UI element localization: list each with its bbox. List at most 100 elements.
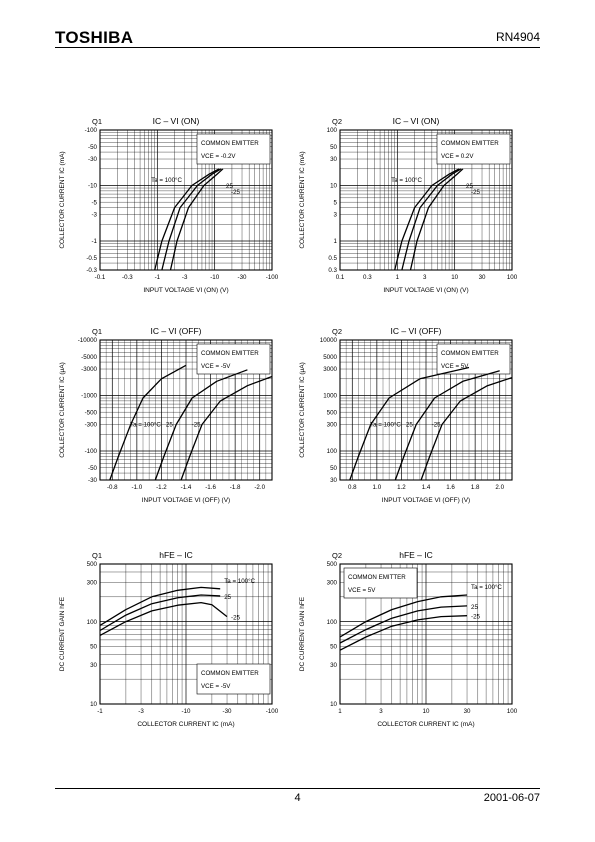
y-tick-label: -5000	[81, 354, 97, 361]
y-tick-label: 5	[334, 199, 338, 206]
chart-q1-hfe-ic: -1 -3 -10 -30 -100 500 300 100 50 30 10 Q1 hFE – IC C…	[59, 550, 279, 728]
footer-date: 2001-06-07	[483, 792, 540, 804]
y-tick-label: -50	[88, 465, 98, 472]
series-line-2	[154, 369, 248, 481]
x-axis-label: INPUT VOLTAGE VI (ON) (V)	[383, 287, 468, 294]
y-tick-label: -3000	[81, 366, 97, 373]
y-tick-label: 50	[330, 144, 337, 151]
y-axis-label: COLLECTOR CURRENT IC (mA)	[299, 151, 306, 248]
curve-label: Ta = 100°C	[130, 422, 161, 429]
curve-label: 25	[166, 422, 173, 429]
y-tick-label: 0.5	[328, 255, 337, 262]
x-tick-label: -1	[97, 708, 103, 715]
y-tick-label: 30	[330, 156, 337, 163]
curve-label: 25	[406, 422, 413, 429]
y-tick-label: 0.3	[328, 267, 337, 274]
x-tick-label: 100	[507, 708, 518, 715]
y-tick-label: -10000	[78, 337, 98, 344]
condition-box	[196, 663, 271, 695]
curve-label: -25	[471, 189, 481, 196]
page-number: 4	[294, 792, 301, 804]
x-tick-label: -100	[266, 708, 279, 715]
condition-text: COMMON EMITTER	[201, 670, 259, 677]
condition-box	[436, 343, 511, 375]
x-tick-label: 1.4	[422, 484, 431, 491]
condition-text: COMMON EMITTER	[201, 140, 259, 147]
x-tick-label: 30	[479, 274, 486, 281]
x-tick-label: -1.6	[205, 484, 216, 491]
y-tick-label: -500	[85, 409, 98, 416]
x-axis-label: COLLECTOR CURRENT IC (mA)	[377, 721, 474, 728]
y-tick-label: 500	[327, 409, 338, 416]
curve-label: 25	[224, 594, 231, 601]
y-tick-label: 5000	[323, 354, 337, 361]
x-tick-label: -30	[223, 708, 233, 715]
y-tick-label: -30	[88, 477, 98, 484]
y-tick-label: 100	[327, 619, 338, 626]
panel-label: Q2	[332, 117, 342, 126]
y-tick-label: 10000	[320, 337, 338, 344]
condition-text: VCE = 5V	[348, 587, 376, 594]
curve-label: Ta = 100°C	[471, 584, 502, 591]
chart-q2-ic-vioff: 0.8 1.0 1.2 1.4 1.6 1.8 2.0 10000 5000 3000 1000 50…	[299, 326, 513, 504]
curve-label: 25	[471, 604, 478, 611]
x-tick-label: 0.8	[348, 484, 357, 491]
x-tick-label: -1.0	[132, 484, 143, 491]
chart-title: hFE – IC	[399, 550, 433, 560]
panel-label: Q1	[92, 551, 102, 560]
chart-q2-hfe-ic: 1 3 10 30 100 500 300 100 50 30 10 Q2 hFE – IC COLLEC…	[299, 550, 518, 728]
y-tick-label: 300	[327, 422, 338, 429]
y-tick-label: 300	[87, 579, 98, 586]
y-tick-label: 100	[327, 127, 338, 134]
x-tick-label: -1.2	[156, 484, 167, 491]
x-axis-label: INPUT VOLTAGE VI (ON) (V)	[143, 287, 228, 294]
plot-frame	[99, 339, 273, 481]
y-tick-label: 3000	[323, 366, 337, 373]
y-axis-label: DC CURRENT GAIN hFE	[299, 596, 306, 671]
y-tick-label: -100	[85, 127, 98, 134]
condition-box	[196, 343, 271, 375]
condition-box	[436, 133, 511, 165]
y-tick-label: 1	[334, 238, 338, 245]
curve-label: -25	[192, 422, 202, 429]
x-tick-label: -0.8	[107, 484, 118, 491]
x-tick-label: 0.1	[336, 274, 345, 281]
series-line-3	[420, 376, 513, 481]
curve-label: -25	[231, 189, 241, 196]
x-tick-label: -10	[210, 274, 220, 281]
x-tick-label: 1.8	[471, 484, 480, 491]
curve-label: -25	[231, 615, 241, 622]
series-line-2	[401, 168, 462, 271]
x-tick-label: 30	[464, 708, 471, 715]
plot-frame	[339, 339, 513, 481]
x-tick-label: 1.2	[397, 484, 406, 491]
x-axis-label: INPUT VOLTAGE VI (OFF) (V)	[382, 497, 470, 504]
curve-label: -25	[471, 614, 481, 621]
y-tick-label: 10	[330, 183, 337, 190]
y-axis-label: DC CURRENT GAIN hFE	[59, 596, 66, 671]
y-tick-label: 3	[334, 212, 338, 219]
x-tick-label: 1	[338, 708, 342, 715]
y-tick-label: 100	[87, 619, 98, 626]
y-tick-label: -300	[85, 422, 98, 429]
curve-label: -25	[432, 422, 442, 429]
series-line-2	[161, 168, 222, 271]
series-line-3	[339, 615, 468, 651]
curve-label: 25	[466, 183, 473, 190]
chart-title: IC – VI (OFF)	[151, 326, 202, 336]
y-tick-label: -100	[85, 448, 98, 455]
y-tick-label: -0.5	[86, 255, 97, 262]
y-tick-label: 300	[327, 579, 338, 586]
y-tick-label: 50	[90, 644, 97, 651]
x-tick-label: 1.6	[446, 484, 455, 491]
x-tick-label: 3	[423, 274, 427, 281]
x-tick-label: -30	[238, 274, 248, 281]
chart-q1-ic-vioff: -0.8 -1.0 -1.2 -1.4 -1.6 -1.8 -2.0 -10000 -5000 -…	[59, 326, 273, 504]
x-tick-label: 2.0	[495, 484, 504, 491]
condition-text: VCE = -5V	[201, 683, 231, 690]
y-tick-label: 10	[90, 701, 97, 708]
x-axis-label: COLLECTOR CURRENT IC (mA)	[137, 721, 234, 728]
x-tick-label: -1	[155, 274, 161, 281]
series-line-3	[180, 375, 273, 481]
